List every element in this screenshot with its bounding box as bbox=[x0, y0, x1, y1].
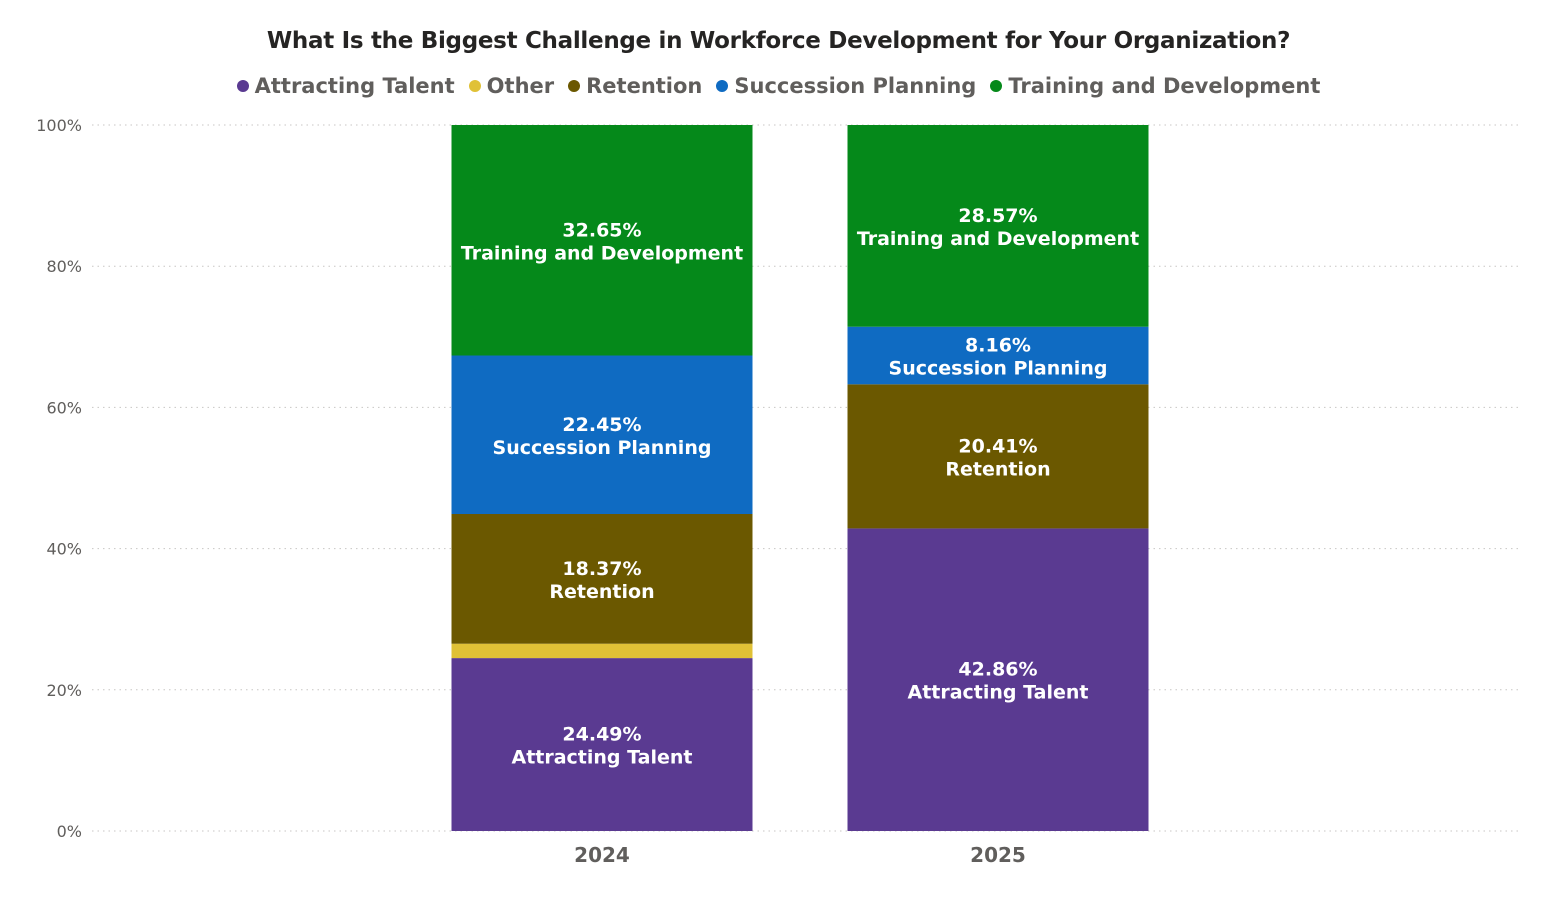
data-label-value: 42.86% bbox=[958, 659, 1037, 681]
legend-item-training-and-development[interactable]: Training and Development bbox=[990, 74, 1320, 98]
y-tick-label: 100% bbox=[36, 116, 82, 135]
y-tick-label: 40% bbox=[46, 540, 82, 559]
legend-item-attracting-talent[interactable]: Attracting Talent bbox=[236, 74, 455, 98]
data-label-value: 28.57% bbox=[958, 205, 1037, 227]
data-label-value: 20.41% bbox=[958, 435, 1037, 457]
x-category-label: 2024 bbox=[574, 843, 630, 867]
legend-item-succession-planning[interactable]: Succession Planning bbox=[716, 74, 976, 98]
data-label-series: Succession Planning bbox=[493, 437, 712, 459]
legend-marker bbox=[468, 80, 481, 92]
legend: Attracting Talent Other Retention Successio… bbox=[0, 74, 1557, 98]
legend-marker bbox=[716, 80, 729, 92]
legend-label: Succession Planning bbox=[734, 74, 977, 98]
bar-segment-attracting-talent bbox=[451, 658, 753, 831]
bar-segment-retention bbox=[451, 514, 753, 644]
data-label-series: Retention bbox=[945, 458, 1050, 480]
legend-marker bbox=[990, 80, 1003, 92]
data-label-series: Training and Development bbox=[461, 242, 743, 264]
data-label-value: 24.49% bbox=[562, 724, 641, 746]
bar-segment-succession-planning bbox=[451, 355, 753, 515]
bar-segment-training-and-development bbox=[847, 125, 1149, 327]
legend-marker bbox=[236, 80, 249, 92]
bar-segment-other bbox=[451, 643, 753, 659]
data-label-series: Succession Planning bbox=[889, 358, 1108, 380]
legend-label: Training and Development bbox=[1008, 74, 1321, 98]
data-label-value: 22.45% bbox=[562, 414, 641, 436]
y-tick-label: 0% bbox=[57, 822, 82, 841]
bar-segment-succession-planning bbox=[847, 326, 1149, 385]
data-label-series: Training and Development bbox=[857, 228, 1139, 250]
data-label-value: 18.37% bbox=[562, 558, 641, 580]
y-tick-label: 60% bbox=[46, 398, 82, 417]
bar-segment-attracting-talent bbox=[847, 528, 1149, 831]
data-label-series: Attracting Talent bbox=[511, 747, 692, 769]
legend-marker bbox=[568, 80, 581, 92]
legend-label: Attracting Talent bbox=[254, 74, 455, 98]
legend-item-other[interactable]: Other bbox=[468, 74, 555, 98]
data-label-value: 8.16% bbox=[965, 335, 1031, 357]
bar-segment-retention bbox=[847, 384, 1149, 529]
y-tick-label: 80% bbox=[46, 257, 82, 276]
data-label-series: Retention bbox=[549, 581, 654, 603]
data-label-series: Attracting Talent bbox=[907, 682, 1088, 704]
legend-item-retention[interactable]: Retention bbox=[568, 74, 702, 98]
y-tick-label: 20% bbox=[46, 681, 82, 700]
bar-segment-training-and-development bbox=[451, 125, 753, 356]
chart-title: What Is the Biggest Challenge in Workfor… bbox=[266, 28, 1291, 54]
data-label-value: 32.65% bbox=[562, 219, 641, 241]
legend-label: Retention bbox=[586, 74, 703, 98]
x-category-label: 2025 bbox=[970, 843, 1026, 867]
legend-label: Other bbox=[486, 74, 555, 98]
